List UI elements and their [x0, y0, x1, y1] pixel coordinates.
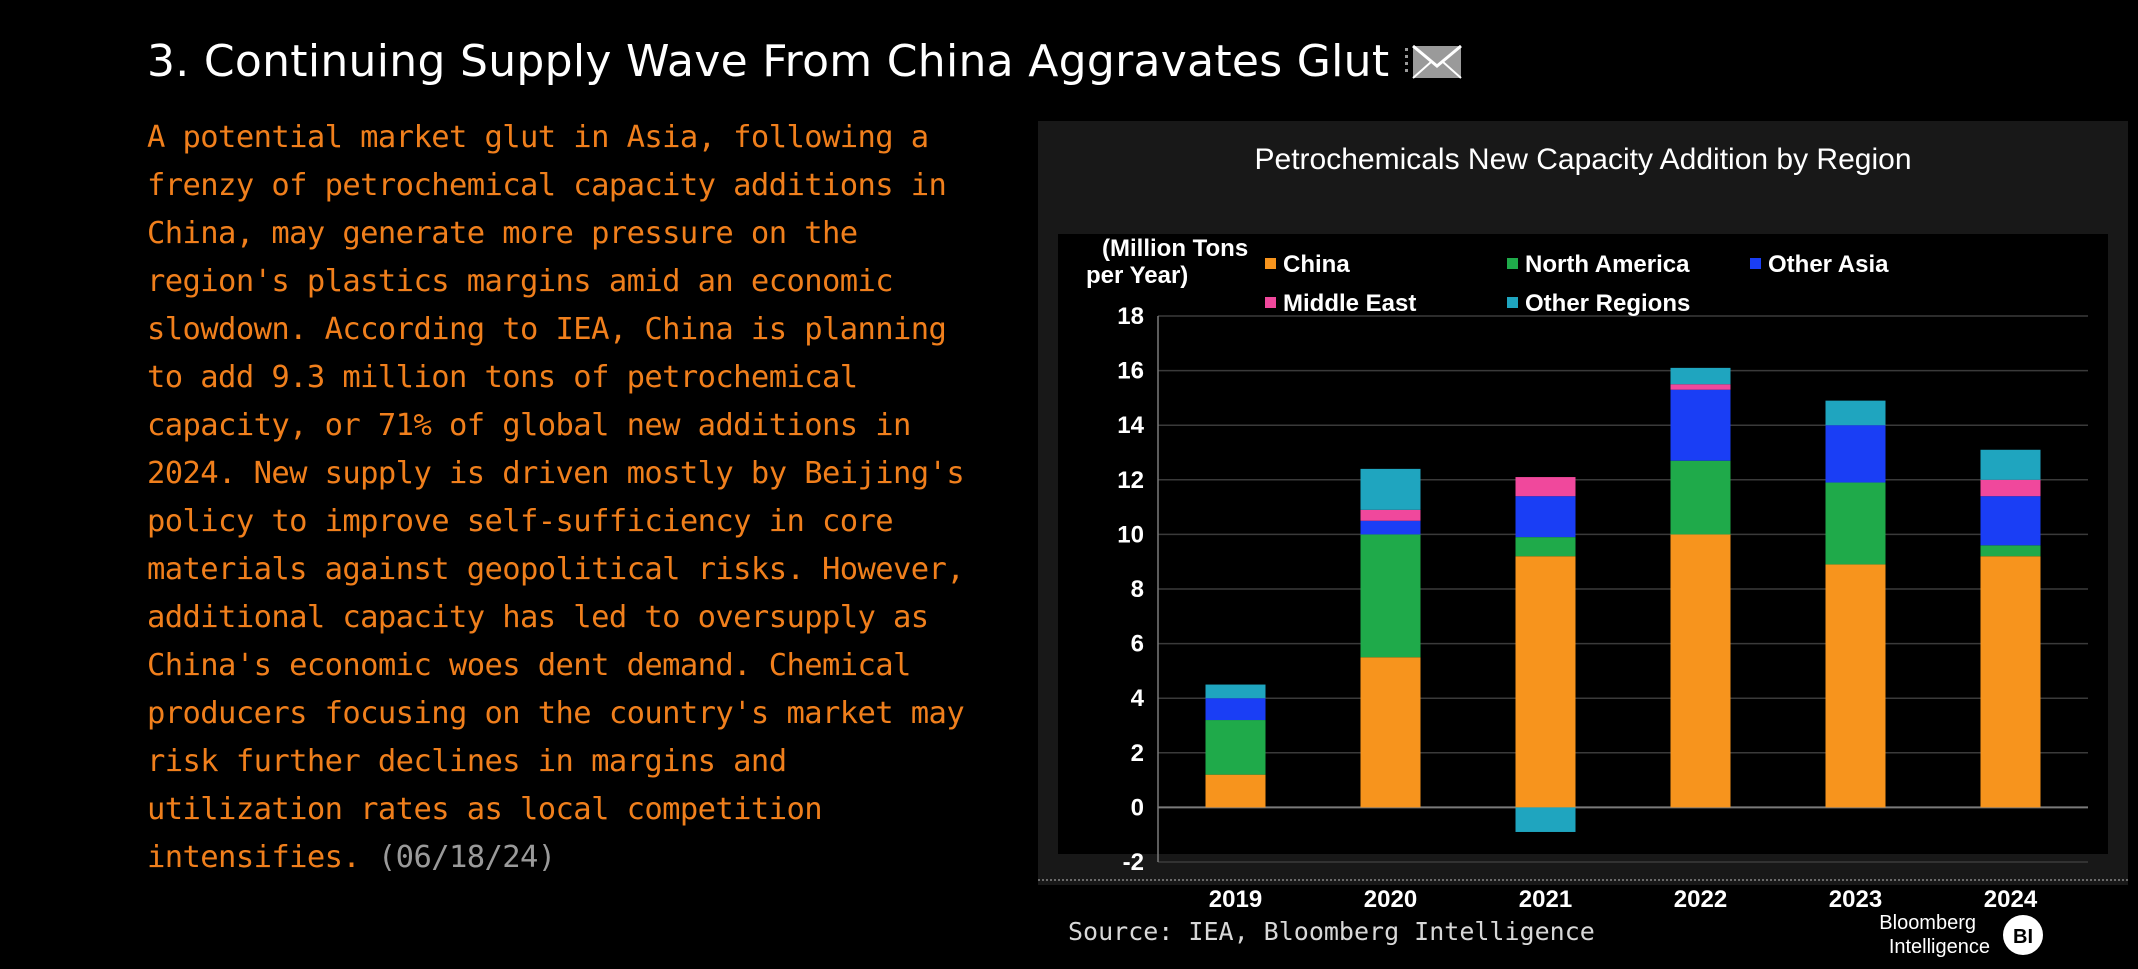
- chart-panel: Petrochemicals New Capacity Addition by …: [1038, 121, 2128, 958]
- legend-label-other-asia: Other Asia: [1768, 251, 1889, 278]
- bar-china-2022: [1670, 534, 1731, 808]
- y-tick-label: 2: [1131, 740, 1144, 767]
- x-tick-label: 2020: [1364, 886, 1417, 913]
- legend-swatch-other-asia: [1750, 258, 1761, 269]
- bar-north-america-2022: [1670, 460, 1731, 535]
- y-tick-label: 8: [1131, 576, 1144, 603]
- legend-swatch-china: [1265, 258, 1276, 269]
- legend-label-other-regions: Other Regions: [1525, 290, 1690, 317]
- y-tick-label: -2: [1123, 849, 1144, 876]
- y-tick-label: 4: [1131, 685, 1145, 712]
- bi-logo-text: BI: [2013, 926, 2033, 948]
- article-heading: 3. Continuing Supply Wave From China Agg…: [147, 36, 1463, 87]
- article-date: (06/18/24): [377, 840, 556, 875]
- y-tick-label: 10: [1117, 521, 1144, 548]
- bar-china-2024: [1980, 556, 2041, 808]
- bar-other-regions-2021: [1515, 807, 1576, 832]
- bar-other-asia-2022: [1670, 389, 1731, 461]
- legend-label-china: China: [1283, 251, 1350, 278]
- brand-name-line1: Bloomberg: [1879, 912, 1976, 934]
- y-tick-label: 18: [1117, 303, 1144, 330]
- panel-divider: [1038, 879, 2128, 881]
- legend-swatch-other-regions: [1507, 297, 1518, 308]
- bar-middle-east-2020: [1360, 509, 1421, 521]
- bar-north-america-2021: [1515, 537, 1576, 557]
- article-body-text: A potential market glut in Asia, followi…: [147, 120, 965, 875]
- article-body: A potential market glut in Asia, followi…: [147, 114, 977, 882]
- bar-other-regions-2023: [1825, 400, 1886, 426]
- bar-other-asia-2023: [1825, 425, 1886, 483]
- bar-north-america-2023: [1825, 482, 1886, 565]
- y-tick-label: 14: [1117, 412, 1144, 439]
- bar-other-regions-2020: [1360, 468, 1421, 510]
- chart-source: Source: IEA, Bloomberg Intelligence: [1068, 917, 1595, 946]
- mail-icon[interactable]: [1405, 44, 1463, 80]
- x-tick-label: 2022: [1674, 886, 1727, 913]
- bar-other-asia-2024: [1980, 496, 2041, 546]
- x-tick-label: 2024: [1984, 886, 2038, 913]
- x-tick-label: 2019: [1209, 886, 1262, 913]
- bar-china-2019: [1205, 774, 1266, 808]
- bar-middle-east-2022: [1670, 384, 1731, 390]
- bar-middle-east-2024: [1980, 479, 2041, 497]
- bar-other-regions-2019: [1205, 684, 1266, 699]
- y-axis-unit-label: (Million Tons: [1102, 235, 1248, 262]
- legend-label-middle-east: Middle East: [1283, 290, 1416, 317]
- y-tick-label: 12: [1117, 467, 1144, 494]
- legend-swatch-middle-east: [1265, 297, 1276, 308]
- bar-north-america-2019: [1205, 720, 1266, 775]
- heading-title: 3. Continuing Supply Wave From China Agg…: [147, 36, 1390, 87]
- legend-swatch-north-america: [1507, 258, 1518, 269]
- brand-name-line2: Intelligence: [1889, 936, 1990, 958]
- bar-china-2020: [1360, 657, 1421, 808]
- bar-other-regions-2022: [1670, 367, 1731, 385]
- legend-label-north-america: North America: [1525, 251, 1690, 278]
- bar-other-asia-2020: [1360, 520, 1421, 535]
- y-axis-unit-label: per Year): [1086, 262, 1188, 289]
- bar-other-asia-2021: [1515, 496, 1576, 538]
- y-tick-label: 0: [1131, 794, 1144, 821]
- x-tick-label: 2021: [1519, 886, 1572, 913]
- bar-middle-east-2021: [1515, 477, 1576, 497]
- y-tick-label: 16: [1117, 358, 1144, 385]
- bar-north-america-2024: [1980, 545, 2041, 557]
- chart-title: Petrochemicals New Capacity Addition by …: [1254, 143, 1912, 176]
- y-tick-label: 6: [1131, 631, 1144, 658]
- bar-other-regions-2024: [1980, 449, 2041, 480]
- bar-china-2023: [1825, 564, 1886, 808]
- x-tick-label: 2023: [1829, 886, 1882, 913]
- bar-china-2021: [1515, 556, 1576, 808]
- bar-other-asia-2019: [1205, 698, 1266, 721]
- bar-north-america-2020: [1360, 534, 1421, 658]
